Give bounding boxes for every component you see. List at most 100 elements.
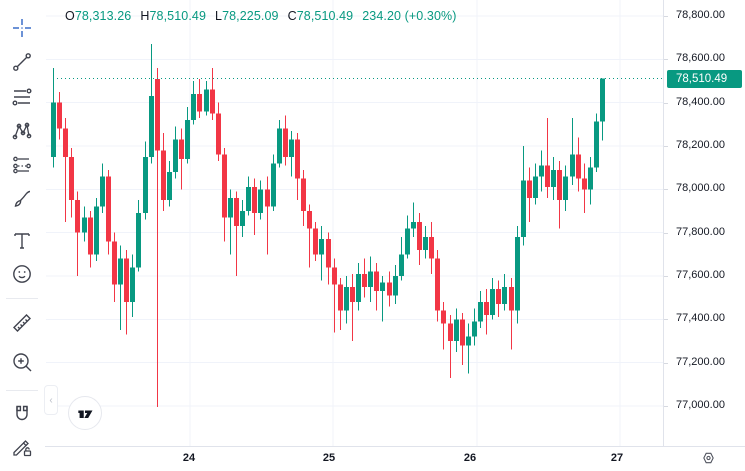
candle-body xyxy=(271,163,276,207)
fib-retracement-icon xyxy=(12,88,32,106)
crosshair-tool[interactable] xyxy=(5,11,39,45)
emoji-tool[interactable] xyxy=(5,257,39,291)
time-tick-label: 26 xyxy=(463,452,477,464)
candle-body xyxy=(338,284,343,311)
candle-wick xyxy=(309,204,310,268)
price-tick-label: 78,800.00 xyxy=(676,9,725,21)
candle-body xyxy=(429,236,434,259)
magnet-icon xyxy=(16,405,28,421)
fib-retracement-tool[interactable] xyxy=(5,80,39,114)
candle-body xyxy=(258,189,263,214)
candle-wick xyxy=(181,128,182,190)
price-tick-label: 78,600.00 xyxy=(676,52,725,64)
candle-wick xyxy=(450,314,451,378)
time-tick-label: 24 xyxy=(182,452,196,464)
last-price-label: 78,510.49 xyxy=(676,73,728,85)
candle-wick xyxy=(120,245,121,331)
candle-body xyxy=(246,187,251,211)
candle-body xyxy=(576,154,581,179)
candle-body xyxy=(216,113,221,155)
candle-body xyxy=(94,206,99,255)
low-value: 78,225.09 xyxy=(222,9,279,23)
candle-wick xyxy=(77,191,78,276)
candle-body xyxy=(149,96,154,157)
candle-body xyxy=(204,89,209,112)
candle-body xyxy=(423,236,428,250)
price-tick-label: 77,000.00 xyxy=(676,399,725,411)
candle-body xyxy=(112,241,117,285)
trend-line-icon xyxy=(13,53,31,71)
candle-body xyxy=(136,213,141,268)
lock-drawings-tool[interactable] xyxy=(5,430,39,464)
open-label: O xyxy=(65,9,75,23)
candle-wick xyxy=(572,117,573,185)
candle-body xyxy=(88,217,93,255)
candle-body xyxy=(313,228,318,255)
time-tick-label: 27 xyxy=(610,452,624,464)
price-tickmark xyxy=(664,189,668,190)
candle-body xyxy=(161,150,166,201)
zoom-in-icon xyxy=(13,353,32,372)
price-tickmark xyxy=(664,276,668,277)
drawing-toolbar xyxy=(0,0,45,470)
candle-body xyxy=(344,286,349,311)
candle-body xyxy=(515,236,520,311)
magnet-tool[interactable] xyxy=(5,397,39,431)
ruler-icon xyxy=(13,314,31,332)
axis-settings-button[interactable] xyxy=(697,448,719,468)
candle-body xyxy=(295,139,300,179)
price-tickmark xyxy=(664,233,668,234)
price-tick-label: 77,600.00 xyxy=(676,269,725,281)
candle-body xyxy=(557,169,562,201)
toolbar-divider xyxy=(6,298,38,299)
candle-body xyxy=(490,288,495,315)
candle-body xyxy=(466,336,471,346)
tradingview-logo[interactable] xyxy=(68,396,102,430)
time-tick-label: 25 xyxy=(322,452,336,464)
candle-body xyxy=(69,156,74,201)
time-axis[interactable]: 24 25 26 27 xyxy=(45,446,745,471)
text-tool[interactable] xyxy=(5,224,39,258)
candle-body xyxy=(307,210,312,229)
candle-body xyxy=(478,301,483,322)
settings-gear-icon xyxy=(702,452,714,464)
text-icon xyxy=(14,233,30,249)
candle-body xyxy=(539,165,544,177)
candle-body xyxy=(130,267,135,302)
candle-body xyxy=(472,321,477,337)
candle-wick xyxy=(468,323,469,374)
candle-wick xyxy=(352,273,353,341)
candle-body xyxy=(210,89,215,114)
candle-body xyxy=(600,78,605,122)
candle-body xyxy=(124,258,129,302)
candle-body xyxy=(588,167,593,190)
candle-body xyxy=(63,128,68,157)
high-label: H xyxy=(140,9,150,23)
toolbar-collapse-handle[interactable]: ‹ xyxy=(44,385,58,415)
measure-tool[interactable] xyxy=(5,306,39,340)
candle-body xyxy=(326,239,331,268)
price-axis[interactable]: 78,510.49 78,800.00 78,600.00 78,400.00 78,… xyxy=(663,0,745,446)
price-tickmark xyxy=(664,363,668,364)
candle-body xyxy=(509,286,514,311)
price-tick-label: 78,200.00 xyxy=(676,139,725,151)
candle-body xyxy=(350,286,355,302)
forecast-icon xyxy=(13,156,31,174)
tradingview-logo-icon xyxy=(78,410,93,418)
brush-tool[interactable] xyxy=(5,182,39,216)
candle-body xyxy=(563,176,568,201)
forecast-tool[interactable] xyxy=(5,148,39,182)
candle-wick xyxy=(413,202,414,237)
xabcd-pattern-icon xyxy=(12,122,32,140)
trend-line-tool[interactable] xyxy=(5,45,39,79)
zoom-in-tool[interactable] xyxy=(5,345,39,379)
emoji-icon xyxy=(13,265,31,283)
pattern-tool[interactable] xyxy=(5,114,39,148)
price-tickmark xyxy=(664,146,668,147)
price-tick-label: 77,200.00 xyxy=(676,356,725,368)
candle-body xyxy=(75,200,80,233)
candle-wick xyxy=(230,189,231,255)
candle-body xyxy=(197,93,202,112)
close-label: C xyxy=(287,9,297,23)
